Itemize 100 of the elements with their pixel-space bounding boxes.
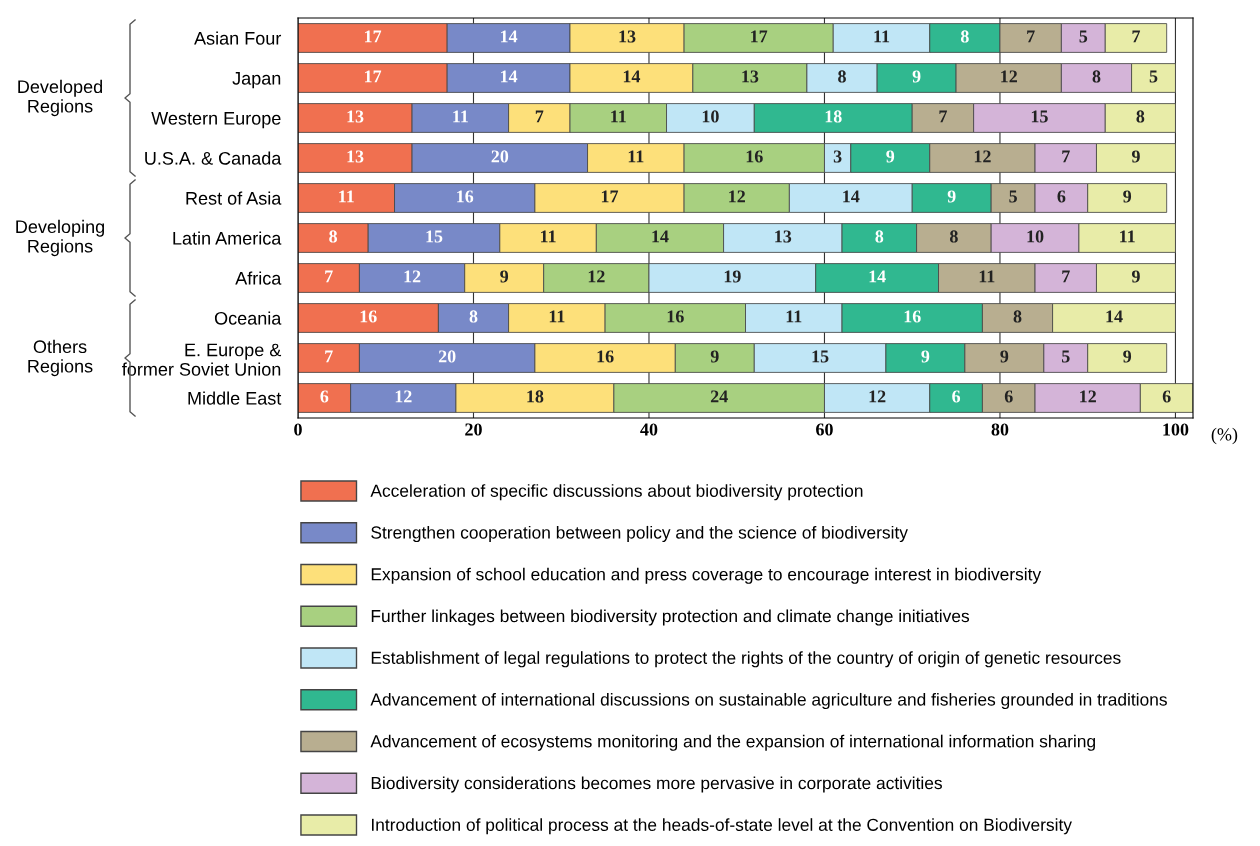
data-label: 8 <box>875 230 884 243</box>
y-tick-label: U.S.A. & Canada <box>145 151 282 165</box>
data-label: 5 <box>1079 30 1088 43</box>
x-tick-label: 60 <box>816 423 833 436</box>
data-label: 13 <box>742 70 759 83</box>
legend-label: Acceleration of specific discussions about biodiversity protection <box>370 484 863 501</box>
x-tick-label: 100 <box>1163 423 1189 436</box>
data-label: 9 <box>947 190 956 203</box>
data-label: 17 <box>751 30 768 43</box>
data-label: 16 <box>597 350 614 363</box>
data-label: 7 <box>1062 150 1070 163</box>
data-label: 14 <box>869 270 886 283</box>
data-label: 17 <box>365 70 382 83</box>
data-label: 8 <box>1013 310 1022 323</box>
data-label: 12 <box>974 150 991 163</box>
data-label: 14 <box>1106 310 1123 323</box>
data-label: 5 <box>1149 70 1158 83</box>
data-label: 12 <box>588 270 605 283</box>
legend-label: Expansion of school education and press coverage to encourage interest in biodiversity <box>371 567 1042 584</box>
data-label: 16 <box>904 310 921 323</box>
data-label: 11 <box>453 110 468 123</box>
text: Others Regions <box>28 339 93 377</box>
data-label: 7 <box>535 110 544 123</box>
data-label: 14 <box>501 70 518 83</box>
data-label: 13 <box>619 30 636 43</box>
data-label: 16 <box>457 190 474 203</box>
data-label: 7 <box>1062 270 1070 283</box>
legend-label: Introduction of political process at the heads-of-state level at the Convention on Biodiversity <box>371 818 1072 835</box>
data-label: 9 <box>1123 350 1132 363</box>
data-label: 12 <box>404 270 421 283</box>
data-label: 6 <box>1057 190 1066 203</box>
data-label: 7 <box>325 350 333 363</box>
data-label: 11 <box>611 110 626 123</box>
data-label: 7 <box>325 270 333 283</box>
data-label: 12 <box>1080 390 1096 403</box>
data-label: 6 <box>1004 390 1013 403</box>
data-label: 8 <box>469 310 478 323</box>
data-label: 16 <box>667 310 684 323</box>
data-label: 5 <box>1009 190 1017 203</box>
data-label: 9 <box>1123 190 1132 203</box>
data-label: 11 <box>1120 230 1135 243</box>
x-tick-label: 80 <box>991 423 1009 436</box>
data-label: 9 <box>500 270 509 283</box>
data-label: 8 <box>1136 110 1145 123</box>
data-label: 14 <box>623 70 641 83</box>
data-label: 9 <box>912 70 921 83</box>
data-label: 9 <box>1131 150 1140 163</box>
y-tick-label: Latin America <box>173 231 282 245</box>
data-label: 13 <box>347 110 364 123</box>
data-label: 12 <box>729 190 745 203</box>
data-label: 12 <box>869 390 886 403</box>
data-label: 7 <box>1132 30 1141 43</box>
data-label: 14 <box>501 30 518 43</box>
data-label: 10 <box>702 110 719 123</box>
data-label: 15 <box>812 350 829 363</box>
data-label: 20 <box>438 350 456 363</box>
y-tick-label: Middle East <box>188 391 282 405</box>
data-label: 14 <box>843 190 860 203</box>
data-label: 13 <box>775 230 792 243</box>
data-label: 15 <box>1031 110 1048 123</box>
y-tick-label: Africa <box>235 271 282 285</box>
data-label: 16 <box>360 310 377 323</box>
data-label: 11 <box>628 150 644 163</box>
data-label: 9 <box>1131 270 1140 283</box>
y-tick-label: E. Europe & former Soviet Union <box>122 343 282 376</box>
legend-label: Biodiversity considerations becomes more pervasive in corporate activities <box>371 776 942 793</box>
data-label: 17 <box>365 30 382 43</box>
data-label: 18 <box>825 110 842 123</box>
data-label: 5 <box>1061 350 1070 363</box>
text: Developing Regions <box>16 219 105 257</box>
data-label: 11 <box>786 310 802 323</box>
data-label: 8 <box>949 230 958 243</box>
x-tick-label: 20 <box>465 423 482 436</box>
y-tick-label: Oceania <box>214 311 282 325</box>
legend-label: Advancement of ecosystems monitoring and the expansion of international information sharing <box>370 734 1095 751</box>
data-label: 11 <box>549 310 565 323</box>
x-tick-label: 40 <box>640 423 658 436</box>
data-label: 15 <box>426 230 443 243</box>
data-label: 18 <box>527 390 544 403</box>
data-label: 8 <box>1092 70 1101 83</box>
data-label: 6 <box>1162 390 1171 403</box>
data-label: 8 <box>838 70 846 83</box>
data-label: 14 <box>652 230 669 243</box>
y-tick-label: Western Europe <box>151 112 281 129</box>
y-tick-label: Japan <box>232 72 281 89</box>
data-label: 10 <box>1027 230 1044 243</box>
data-label: 8 <box>960 30 969 43</box>
legend-label: Strengthen cooperation between policy and the science of biodiversity <box>371 525 908 543</box>
data-label: 6 <box>320 390 329 403</box>
data-label: 24 <box>710 390 728 403</box>
data-label: 11 <box>339 190 354 203</box>
data-label: 8 <box>329 230 338 243</box>
data-label: 9 <box>886 150 895 163</box>
data-label: 11 <box>540 230 556 243</box>
legend-label: Advancement of international discussions on sustainable agriculture and fisheries grounded in traditions <box>370 692 1167 710</box>
data-label: 6 <box>952 390 961 403</box>
data-label: 20 <box>491 150 509 163</box>
data-label: 12 <box>395 390 412 403</box>
legend-label: Further linkages between biodiversity protection and climate change initiatives <box>371 609 970 626</box>
data-label: 11 <box>874 30 890 43</box>
